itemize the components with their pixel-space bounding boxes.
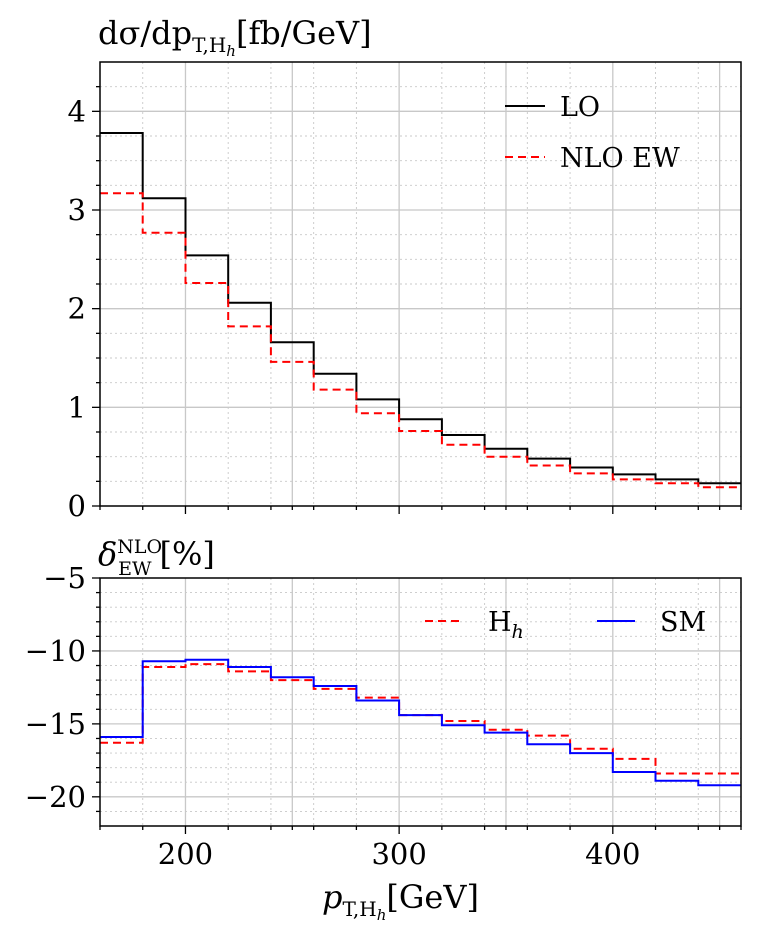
xlabel-subsub: h xyxy=(377,906,387,924)
bottom-title-unit: [%] xyxy=(160,535,215,573)
top-series xyxy=(100,133,741,487)
x-axis-label: pT,Hh[GeV] xyxy=(322,878,479,924)
top-title-subsub: h xyxy=(226,42,236,60)
top-y-tick-label: 1 xyxy=(68,390,86,424)
bottom-legend-label-sm: SM xyxy=(660,607,706,638)
top-title-unit: [fb/GeV] xyxy=(236,14,372,52)
bottom-panel-title: δNLO EW [%] xyxy=(98,535,215,580)
bottom-title-sup: NLO xyxy=(117,536,162,558)
bottom-grid xyxy=(100,578,741,826)
xlabel-sub: T,H xyxy=(342,897,376,921)
top-legend: LO NLO EW xyxy=(505,92,680,174)
bottom-y-tick-label: −15 xyxy=(25,707,86,741)
bottom-ticks: −20 −15 −10 −5 200 300 400 xyxy=(25,561,741,871)
top-legend-label-nlo: NLO EW xyxy=(560,143,680,174)
top-y-tick-label: 4 xyxy=(68,94,86,128)
bottom-series xyxy=(100,660,741,786)
bottom-panel: −20 −15 −10 −5 200 300 400 Hh SM xyxy=(25,561,741,871)
bottom-y-tick-label: −5 xyxy=(43,561,86,595)
top-panel: 0 1 2 3 4 LO NLO EW xyxy=(68,62,741,523)
xlabel-main: p xyxy=(322,878,342,916)
bottom-title-main: δ xyxy=(98,535,117,573)
bottom-x-tick-label: 200 xyxy=(158,837,213,871)
bottom-x-tick-label: 300 xyxy=(371,837,426,871)
top-title-sub: T,H xyxy=(192,33,226,57)
top-panel-title: dσ/dpT,Hh[fb/GeV] xyxy=(98,14,372,60)
top-legend-label-lo: LO xyxy=(560,92,600,123)
top-y-tick-label: 3 xyxy=(68,193,86,227)
bottom-y-tick-label: −10 xyxy=(25,634,86,668)
top-title-main: dσ/dp xyxy=(98,14,192,52)
bottom-legend-label-h: Hh xyxy=(488,607,524,643)
top-series-line-1 xyxy=(100,193,741,487)
figure: dσ/dpT,Hh[fb/GeV] 01234 LO NLO EW δNLO EW… xyxy=(0,0,781,937)
top-y-tick-label: 0 xyxy=(68,489,86,523)
xlabel-unit: [GeV] xyxy=(386,878,479,916)
bottom-x-tick-label: 400 xyxy=(585,837,640,871)
bottom-series-line-1 xyxy=(100,660,741,786)
bottom-legend: Hh SM xyxy=(425,607,706,643)
bottom-y-tick-label: −20 xyxy=(25,780,86,814)
bottom-panel-frame xyxy=(100,578,741,826)
bottom-title-sub: EW xyxy=(118,558,152,580)
top-y-tick-label: 2 xyxy=(68,292,86,326)
bottom-legend-h-main: H xyxy=(488,607,512,638)
bottom-legend-h-sub: h xyxy=(512,621,524,643)
